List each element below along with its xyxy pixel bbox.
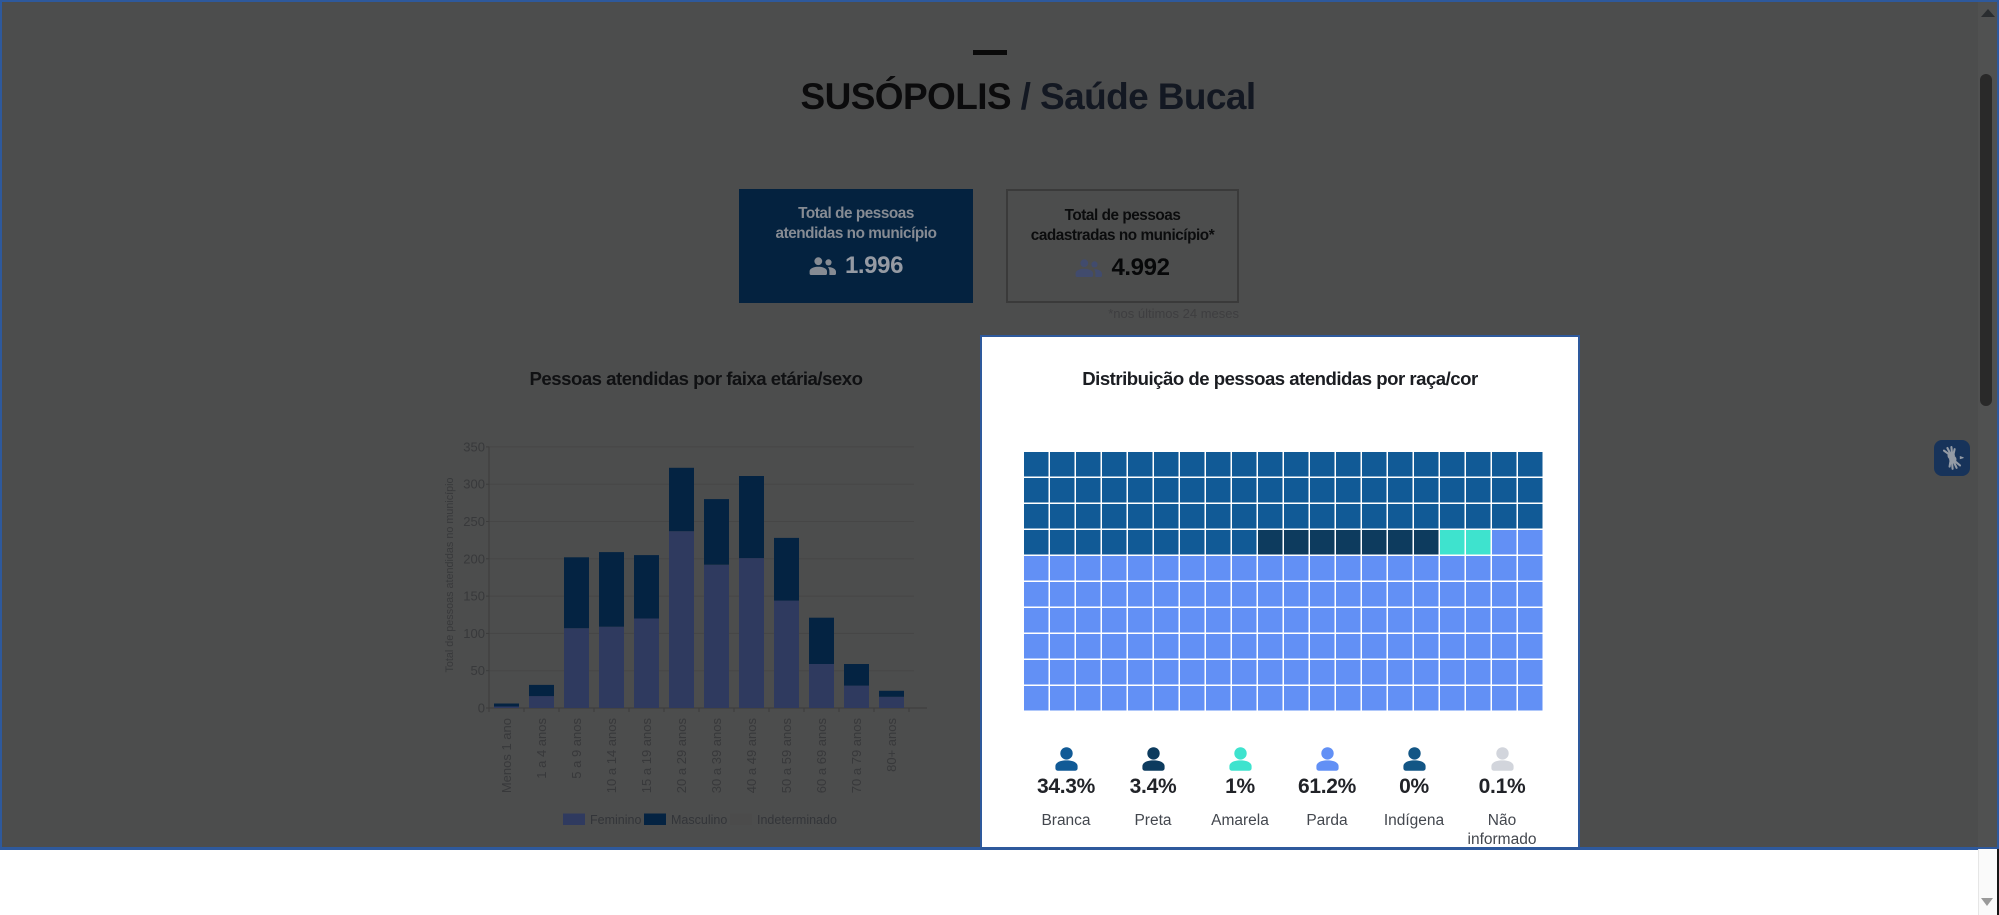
svg-text:250: 250 <box>463 514 485 529</box>
svg-text:300: 300 <box>463 477 485 492</box>
svg-text:Menos 1 ano: Menos 1 ano <box>499 718 514 793</box>
svg-text:20 a 29 anos: 20 a 29 anos <box>674 718 689 794</box>
svg-text:Feminino: Feminino <box>590 813 641 827</box>
svg-text:15 a 19 anos: 15 a 19 anos <box>639 718 654 794</box>
svg-text:Masculino: Masculino <box>671 813 727 827</box>
svg-text:30 a 39 anos: 30 a 39 anos <box>709 718 724 794</box>
svg-text:60 a 69 anos: 60 a 69 anos <box>814 718 829 794</box>
svg-text:50: 50 <box>471 663 485 678</box>
svg-text:Indeterminado: Indeterminado <box>757 813 837 827</box>
svg-text:5 a 9 anos: 5 a 9 anos <box>569 718 584 779</box>
svg-text:0: 0 <box>478 701 485 716</box>
svg-text:100: 100 <box>463 626 485 641</box>
svg-text:350: 350 <box>463 439 485 454</box>
svg-text:70 a 79 anos: 70 a 79 anos <box>849 718 864 794</box>
svg-text:40 a 49 anos: 40 a 49 anos <box>744 718 759 794</box>
svg-text:150: 150 <box>463 589 485 604</box>
svg-text:1 a 4 anos: 1 a 4 anos <box>534 718 549 779</box>
svg-text:80+ anos: 80+ anos <box>884 718 899 772</box>
svg-text:Pessoas atendidas por faixa et: Pessoas atendidas por faixa etária/sexo <box>530 368 863 389</box>
svg-text:10 a 14 anos: 10 a 14 anos <box>604 718 619 794</box>
svg-text:50 a 59 anos: 50 a 59 anos <box>779 718 794 794</box>
svg-text:200: 200 <box>463 551 485 566</box>
svg-text:Total de pessoas atendidas no: Total de pessoas atendidas no município <box>444 477 456 672</box>
